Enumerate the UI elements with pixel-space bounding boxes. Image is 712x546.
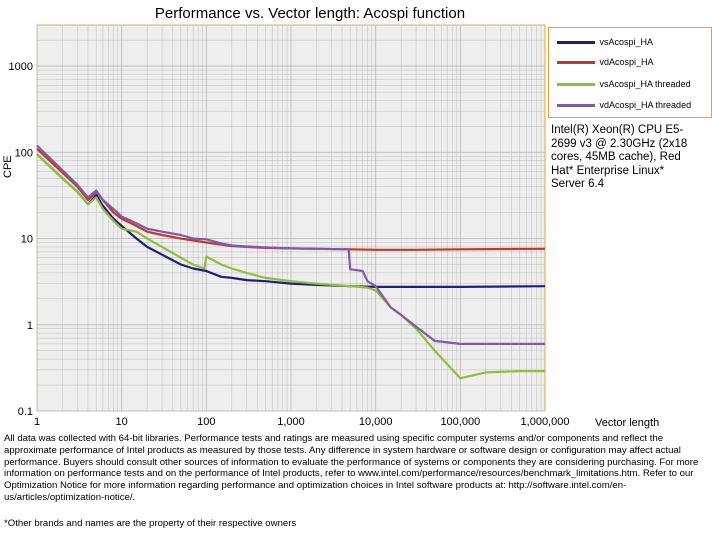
x-tick-label: 100: [197, 416, 215, 428]
x-tick-label: 1,000: [277, 416, 305, 428]
y-tick-label: 1000: [9, 61, 33, 73]
legend-label: vdAcospi_HA threaded: [599, 100, 692, 110]
x-tick-label: 100,000: [440, 416, 480, 428]
grid: [36, 24, 545, 412]
series-line-3: [36, 144, 545, 345]
legend-label: vsAcospi_HA threaded: [599, 79, 691, 89]
disclaimer: All data was collected with 64-bit libra…: [4, 433, 699, 503]
x-tick-label: 1: [34, 416, 40, 428]
legend-label: vsAcospi_HA: [599, 37, 654, 47]
x-tick-label: 1,000,000: [521, 416, 570, 428]
legend-swatch: [557, 104, 595, 107]
tick-labels: 1 10 100 1,000 10,000 100,000 1,000,0000.11101…: [9, 61, 570, 428]
y-axis-label: CPE: [2, 155, 14, 178]
x-tick-label: 10: [116, 416, 128, 428]
legend-swatch: [557, 41, 595, 44]
legend-item: vsAcospi_HA: [557, 35, 653, 49]
y-tick-label: 0.1: [18, 406, 33, 418]
legend-label: vdAcospi_HA: [599, 57, 654, 67]
x-axis-label: Vector length: [595, 417, 660, 429]
footnote: *Other brands and names are the property…: [4, 518, 297, 529]
legend-swatch: [557, 83, 595, 86]
series-lines: [36, 144, 546, 380]
series-line-2: [36, 153, 545, 380]
legend: vsAcospi_HA vdAcospi_HA vsAcospi_HA thre…: [548, 27, 712, 118]
legend-item: vsAcospi_HA threaded: [557, 77, 691, 91]
y-tick-label: 1: [27, 320, 33, 332]
y-tick-label: 10: [21, 234, 33, 246]
y-tick-label: 100: [15, 147, 33, 159]
legend-item: vdAcospi_HA: [557, 55, 654, 69]
legend-swatch: [557, 61, 595, 64]
legend-item: vdAcospi_HA threaded: [557, 98, 691, 112]
x-tick-label: 10,000: [359, 416, 393, 428]
chart-title: Performance vs. Vector length: Acospi fu…: [154, 5, 466, 22]
system-note: Intel(R) Xeon(R) CPU E5-2699 v3 @ 2.30GH…: [551, 124, 688, 190]
